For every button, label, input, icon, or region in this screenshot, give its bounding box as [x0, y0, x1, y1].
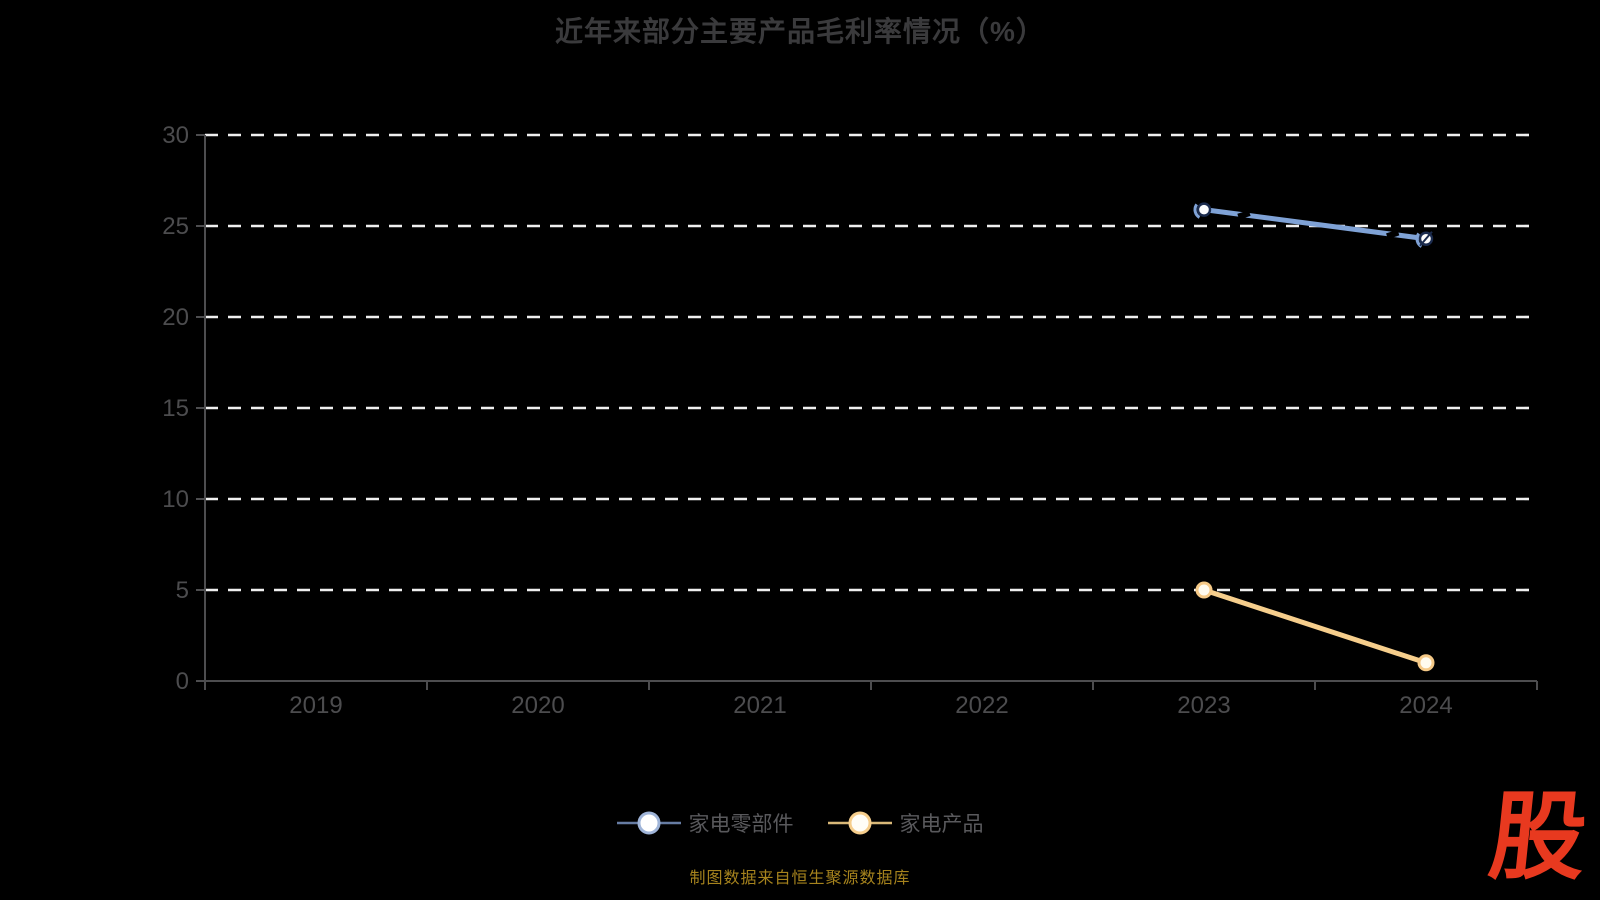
sketch-slash	[1419, 231, 1433, 247]
y-tick-label-25: 25	[162, 213, 189, 240]
x-tick-label-2022: 2022	[955, 692, 1008, 719]
y-tick-label-0: 0	[176, 668, 189, 695]
marker-halo	[1193, 199, 1215, 221]
legend: 家电零部件 家电产品	[0, 808, 1600, 838]
sketch-gap	[1237, 210, 1251, 220]
sketch-gap	[1386, 229, 1400, 240]
x-tick-label-2021: 2021	[733, 692, 786, 719]
data-point-家电产品-2024[interactable]	[1417, 654, 1435, 672]
plot-area: 0 5 10 15 20 25 30 2019 2020 2021 2022 2023 2024	[162, 122, 1538, 719]
legend-marker-icon	[616, 811, 681, 835]
y-tick-label-15: 15	[162, 395, 189, 422]
marker-halo	[1415, 228, 1437, 250]
y-tick-label-20: 20	[162, 304, 189, 331]
data-point-家电零部件-2023[interactable]	[1196, 202, 1212, 217]
x-tick-label-2023: 2023	[1177, 692, 1230, 719]
x-tick-label-2020: 2020	[511, 692, 564, 719]
legend-label: 家电零部件	[688, 813, 794, 836]
brand-logo: 股	[1484, 784, 1592, 891]
data-point-家电产品-2023[interactable]	[1195, 581, 1213, 599]
legend-item-家电零部件[interactable]: 家电零部件	[616, 808, 794, 838]
chart-title: 近年来部分主要产品毛利率情况（%）	[555, 16, 1045, 47]
data-source-note: 制图数据来自恒生聚源数据库	[689, 870, 911, 887]
legend-item-家电产品[interactable]: 家电产品	[827, 808, 984, 838]
legend-label: 家电产品	[899, 813, 984, 836]
x-tick-label-2019: 2019	[289, 692, 342, 719]
y-tick-label-5: 5	[176, 577, 189, 604]
y-tick-label-10: 10	[162, 486, 189, 513]
legend-marker-icon	[827, 811, 892, 835]
x-tick-label-2024: 2024	[1399, 692, 1452, 719]
series-line-家电产品	[1201, 587, 1429, 666]
y-tick-label-30: 30	[162, 122, 189, 149]
